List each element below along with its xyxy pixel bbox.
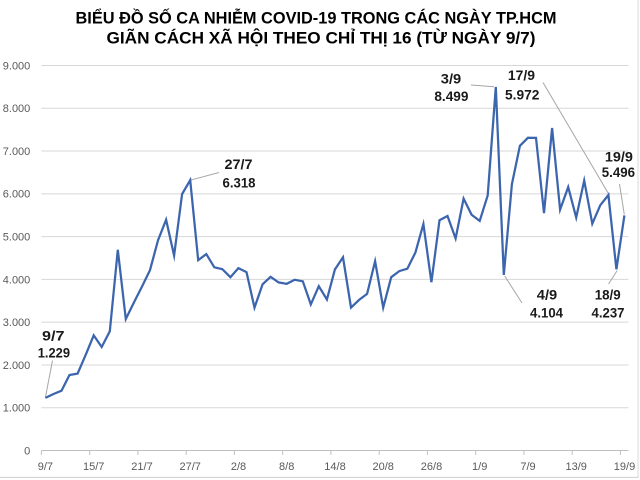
- svg-text:27/7: 27/7: [225, 157, 253, 172]
- svg-text:8/8: 8/8: [279, 461, 294, 473]
- svg-text:9.000: 9.000: [3, 60, 31, 72]
- svg-text:18/9: 18/9: [595, 288, 621, 303]
- svg-text:17/9: 17/9: [508, 68, 535, 83]
- svg-text:1.000: 1.000: [3, 403, 31, 415]
- svg-text:19/9: 19/9: [614, 461, 635, 473]
- svg-text:6.000: 6.000: [3, 189, 31, 201]
- svg-text:26/8: 26/8: [421, 461, 442, 473]
- svg-text:7.000: 7.000: [3, 146, 31, 158]
- svg-text:14/8: 14/8: [324, 461, 345, 473]
- svg-text:4/9: 4/9: [537, 288, 557, 303]
- svg-text:20/8: 20/8: [372, 461, 393, 473]
- svg-text:8.000: 8.000: [3, 103, 31, 115]
- svg-text:5.000: 5.000: [3, 232, 31, 244]
- svg-text:19/9: 19/9: [605, 149, 633, 164]
- svg-text:3/9: 3/9: [441, 71, 461, 86]
- svg-text:2.000: 2.000: [3, 360, 31, 372]
- svg-text:9/7: 9/7: [38, 461, 53, 473]
- svg-text:6.318: 6.318: [223, 176, 256, 191]
- svg-text:21/7: 21/7: [131, 461, 152, 473]
- svg-text:3.000: 3.000: [3, 317, 31, 329]
- svg-text:GIÃN CÁCH XÃ HỘI THEO CHỈ THỊ: GIÃN CÁCH XÃ HỘI THEO CHỈ THỊ 16 (TỪ NGÀ…: [107, 27, 536, 47]
- svg-text:7/9: 7/9: [520, 461, 535, 473]
- svg-text:27/7: 27/7: [179, 461, 200, 473]
- svg-text:8.499: 8.499: [434, 89, 468, 104]
- svg-text:0: 0: [24, 445, 30, 457]
- svg-text:1.229: 1.229: [38, 345, 70, 360]
- svg-text:4.237: 4.237: [592, 306, 625, 321]
- svg-text:4.104: 4.104: [530, 306, 563, 321]
- svg-text:9/7: 9/7: [42, 328, 65, 343]
- svg-text:1/9: 1/9: [472, 461, 487, 473]
- svg-text:5.496: 5.496: [602, 165, 636, 180]
- svg-text:BIỂU ĐỒ SỐ CA NHIỄM COVID-19 T: BIỂU ĐỒ SỐ CA NHIỄM COVID-19 TRONG CÁC N…: [76, 8, 557, 28]
- svg-text:2/8: 2/8: [231, 461, 246, 473]
- svg-text:13/9: 13/9: [565, 461, 586, 473]
- svg-text:5.972: 5.972: [505, 87, 539, 102]
- svg-text:15/7: 15/7: [83, 461, 104, 473]
- svg-text:4.000: 4.000: [3, 274, 31, 286]
